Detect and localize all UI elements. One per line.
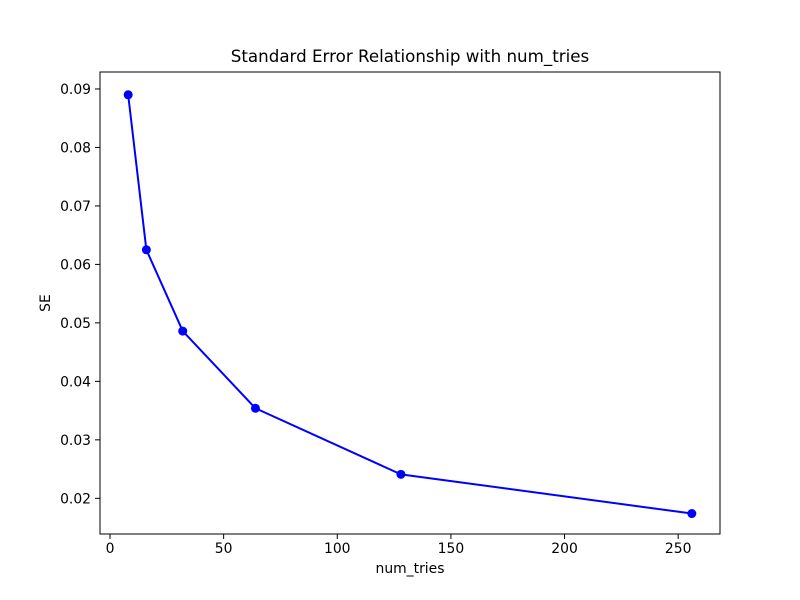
x-axis-label: num_tries <box>376 561 445 577</box>
data-point-marker <box>396 469 406 479</box>
y-axis-label: SE <box>38 294 54 312</box>
data-point-marker <box>250 403 260 413</box>
y-tick-label: 0.02 <box>60 491 91 507</box>
plot-area: 0 50 100 150 200 250 0.02 0.03 0.04 0.05 0.06 0.07 0… <box>60 71 721 557</box>
x-tick-label: 250 <box>665 541 692 557</box>
y-tick-label: 0.08 <box>60 140 91 156</box>
data-point-marker <box>687 509 697 519</box>
x-tick-label: 100 <box>324 541 351 557</box>
y-tick-label: 0.05 <box>60 316 91 332</box>
x-tick-label: 0 <box>106 541 115 557</box>
data-line <box>127 93 693 515</box>
y-tick-label: 0.07 <box>60 199 91 215</box>
x-tick-label: 200 <box>551 541 578 557</box>
data-point-marker <box>123 90 133 100</box>
data-point-marker <box>178 326 188 336</box>
chart-title: Standard Error Relationship with num_tri… <box>231 46 589 67</box>
x-tick-label: 50 <box>215 541 233 557</box>
y-tick-label: 0.06 <box>60 257 91 273</box>
y-tick-label: 0.04 <box>60 374 91 390</box>
x-tick-label: 150 <box>438 541 465 557</box>
y-tick-label: 0.09 <box>60 82 91 98</box>
data-point-marker <box>141 245 151 255</box>
y-tick-label: 0.03 <box>60 433 91 449</box>
plot-border <box>99 71 721 535</box>
